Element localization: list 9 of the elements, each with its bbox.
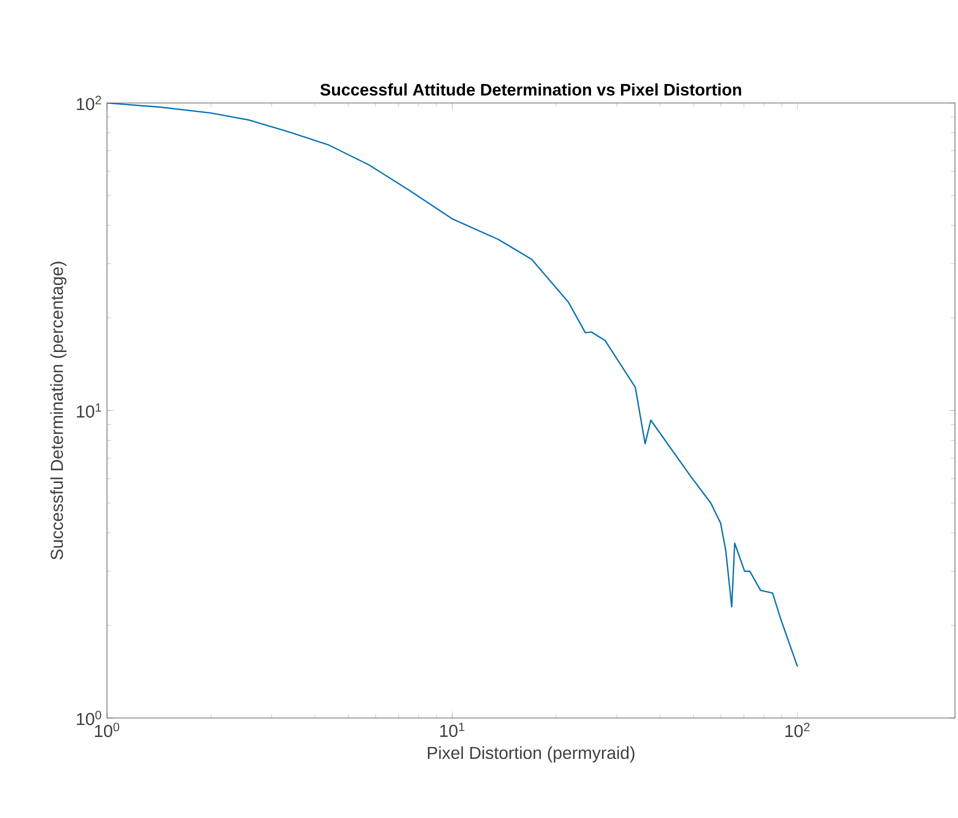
y-tick-label: 10$^{0}$ [76,710,102,726]
y-tick-label: 10$^{2}$ [76,96,102,110]
x-axis-title: Pixel Distortion (permyraid) [428,746,634,762]
x-tick-label: 10$^{0}$ [94,722,120,738]
chart-title: Successful Attitude Determination vs Pixel Distortion [320,83,742,96]
x-tick-label: 10$^{2}$ [785,722,810,738]
y-axis-title: Successful Determination (percentage) [50,262,66,560]
x-tick-label: 10$^{1}$ [440,722,464,738]
y-tick-label: 10$^{1}$ [76,403,102,418]
